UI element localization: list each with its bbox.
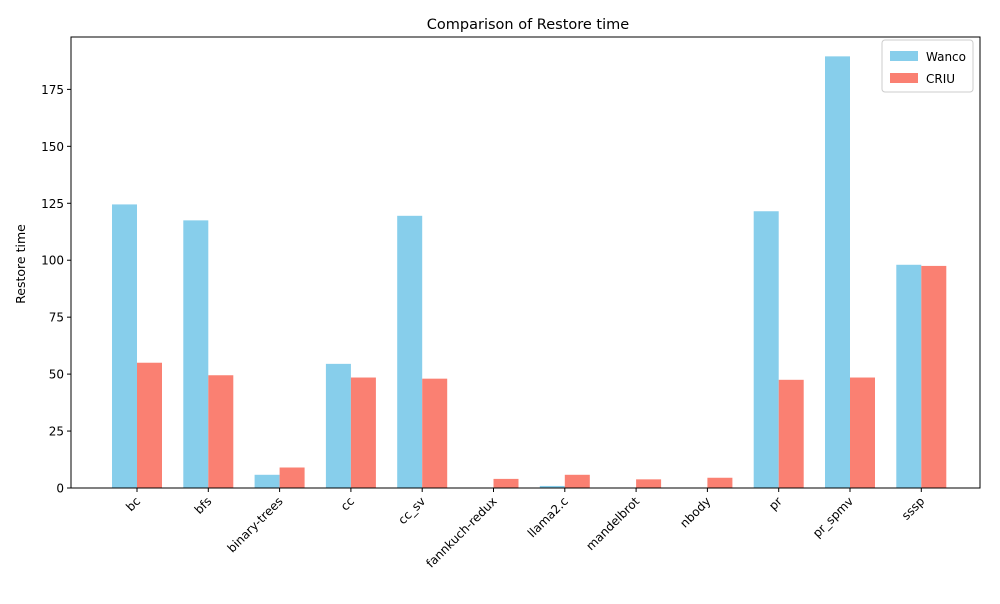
bar-wanco-cc_sv (397, 215, 423, 489)
legend: Wanco CRIU (881, 39, 974, 93)
bar-wanco-pr (753, 211, 779, 488)
plot-frame (70, 36, 981, 489)
bar-criu-sssp (921, 265, 947, 488)
bar-criu-llama2.c (564, 474, 590, 488)
bar-criu-pr (778, 379, 804, 488)
x-tick-label: binary-trees (225, 494, 286, 555)
x-tick-label: bfs (192, 494, 215, 517)
legend-swatch-wanco (890, 51, 918, 61)
y-tick-label: 0 (56, 482, 64, 496)
legend-label-wanco: Wanco (926, 50, 966, 64)
bar-wanco-bc (112, 204, 137, 488)
y-tick-label: 150 (41, 140, 64, 154)
x-tick-label: bc (123, 494, 143, 514)
plot-area: 0 25 50 75 100 125 150 175 bc bfs binary-trees cc cc… (41, 36, 981, 571)
bar-criu-bfs (208, 375, 234, 488)
bar-criu-mandelbrot (636, 479, 662, 488)
y-tick-label: 25 (49, 425, 64, 439)
bar-criu-binary-trees (279, 467, 305, 488)
bar-criu-pr_spmv (850, 377, 875, 488)
bar-criu-nbody (707, 477, 733, 488)
y-tick-label: 175 (41, 83, 64, 97)
x-tick-label: cc (338, 494, 357, 513)
x-tick-label: llama2.c (525, 494, 571, 540)
legend-label-criu: CRIU (926, 72, 955, 86)
legend-swatch-criu (890, 73, 918, 83)
x-tick-label: mandelbrot (583, 494, 642, 553)
bar-criu-bc (137, 362, 162, 488)
y-axis-label: Restore time (13, 224, 28, 304)
y-tick-label: 75 (49, 311, 64, 325)
bar-criu-cc_sv (422, 378, 448, 488)
bar-criu-fannkuch-redux (493, 478, 519, 488)
bar-criu-cc (350, 377, 376, 488)
bar-wanco-cc (325, 363, 351, 488)
y-tick-label: 50 (49, 368, 64, 382)
x-tick-label: nbody (677, 494, 713, 530)
x-tick-label: cc_sv (395, 494, 428, 527)
y-tick-label: 100 (41, 254, 64, 268)
chart-title: Comparison of Restore time (427, 17, 629, 33)
x-tick-label: fannkuch-redux (423, 494, 499, 570)
bar-wanco-pr_spmv (825, 56, 850, 488)
bar-wanco-binary-trees (254, 474, 280, 488)
x-tick-label: pr_spmv (810, 494, 856, 540)
x-tick-label: pr (766, 494, 785, 513)
x-tick-label: sssp (899, 494, 928, 523)
bar-wanco-sssp (896, 264, 922, 488)
bar-wanco-bfs (183, 220, 209, 488)
bar-wanco-llama2.c (539, 485, 565, 488)
y-tick-label: 125 (41, 197, 64, 211)
